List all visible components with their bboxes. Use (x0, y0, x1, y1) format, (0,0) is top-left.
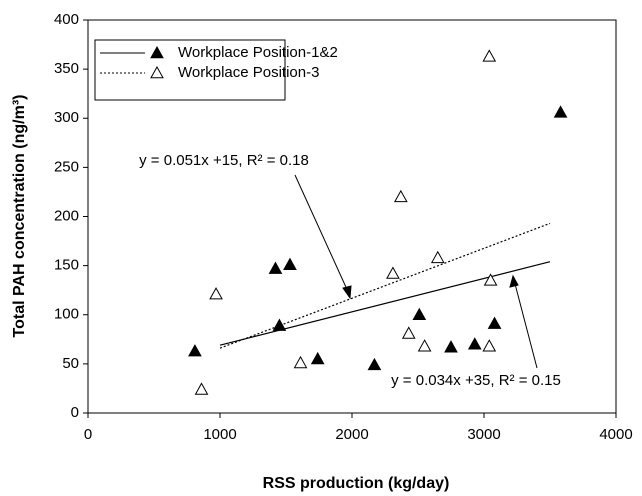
y-tick-label: 250 (54, 158, 79, 175)
x-tick-label: 2000 (335, 426, 368, 443)
point (272, 318, 287, 331)
point (487, 316, 502, 329)
point (412, 307, 427, 321)
legend-marker (150, 45, 164, 59)
point (188, 344, 202, 357)
point (283, 257, 297, 270)
point (310, 351, 325, 365)
annotation: y = 0.034x +35, R² = 0.15 (391, 372, 561, 389)
trend-line (219, 222, 551, 349)
point (268, 261, 283, 274)
point (482, 339, 497, 352)
point (194, 382, 209, 395)
y-tick-label: 150 (54, 257, 79, 274)
y-tick-label: 300 (54, 109, 79, 126)
y-tick-label: 200 (54, 207, 79, 224)
point (293, 355, 308, 369)
legend-box (94, 39, 286, 101)
point (482, 49, 497, 62)
x-tick-label: 0 (84, 426, 92, 443)
legend-label: Workplace Position-3 (178, 64, 319, 81)
point (209, 287, 223, 300)
trend-line (219, 261, 551, 346)
y-tick-label: 350 (54, 60, 79, 77)
y-tick-label: 100 (54, 306, 79, 323)
x-tick-label: 1000 (203, 426, 236, 443)
annotation: y = 0.051x +15, R² = 0.18 (139, 152, 309, 169)
y-tick-label: 0 (71, 404, 79, 421)
point (386, 266, 400, 279)
y-axis-label: Total PAH concentration (ng/m³) (11, 95, 28, 338)
point (553, 105, 568, 118)
annotation-arrows (294, 174, 538, 369)
point (393, 189, 408, 203)
x-tick-label: 4000 (599, 426, 632, 443)
legend-marker (150, 65, 164, 79)
x-tick-label: 3000 (467, 426, 500, 443)
point (483, 273, 498, 286)
y-tick-label: 50 (62, 355, 79, 372)
point (430, 250, 445, 264)
point (467, 337, 482, 350)
legend-label: Workplace Position-1&2 (178, 44, 338, 61)
point (417, 339, 432, 352)
point (444, 340, 458, 353)
y-tick-label: 400 (54, 11, 79, 28)
point (367, 357, 382, 371)
x-axis-label: RSS production (kg/day) (263, 475, 450, 492)
point (401, 326, 416, 339)
